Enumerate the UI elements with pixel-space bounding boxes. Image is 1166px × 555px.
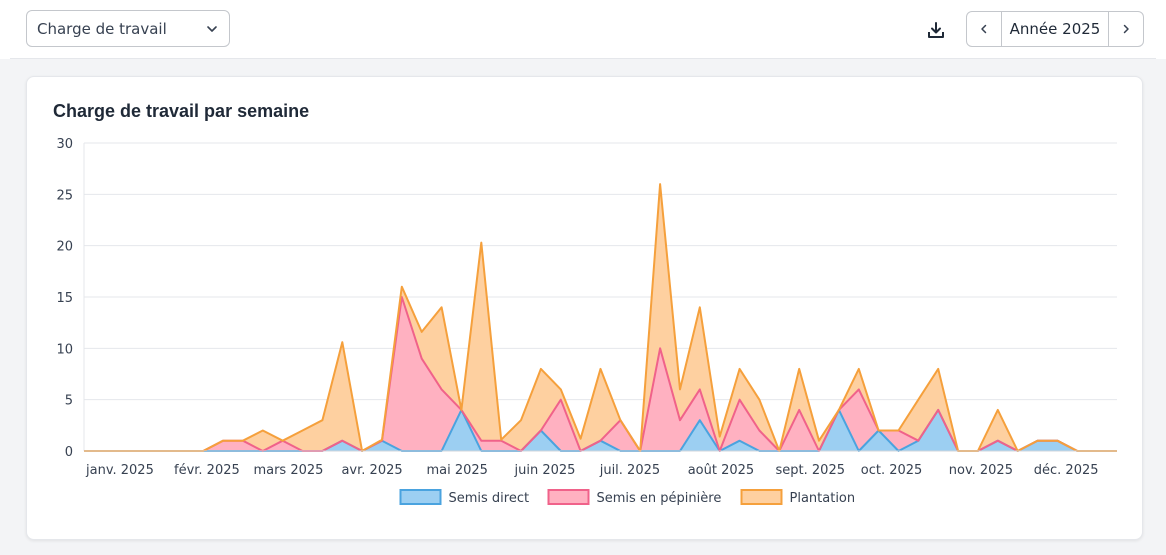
y-tick-label: 0 xyxy=(65,445,73,460)
legend-label-0[interactable]: Semis direct xyxy=(449,491,530,506)
chevron-down-icon xyxy=(207,25,217,32)
x-tick-label: juil. 2025 xyxy=(599,463,660,478)
y-tick-label: 25 xyxy=(56,188,73,203)
year-navigator: Année 2025 xyxy=(966,11,1144,47)
series-line-1 xyxy=(84,296,1117,452)
download-button[interactable] xyxy=(922,16,950,44)
chevron-left-icon xyxy=(981,24,987,34)
x-tick-label: mars 2025 xyxy=(253,463,323,478)
chevron-right-icon xyxy=(1123,24,1129,34)
series-area-0 xyxy=(84,409,1117,451)
legend-swatch-0[interactable] xyxy=(399,489,442,505)
series-area-1 xyxy=(84,297,1117,451)
x-tick-label: sept. 2025 xyxy=(776,463,845,478)
y-tick-label: 15 xyxy=(56,291,73,306)
x-tick-label: déc. 2025 xyxy=(1034,463,1099,478)
chart-card: Charge de travail par semaine 0 5 10 15 20 25… xyxy=(26,76,1143,540)
workload-area-chart: 0 5 10 15 20 25 30 janv. 2025 févr. 2025 mars 202… xyxy=(56,137,1117,506)
x-tick-label: mai 2025 xyxy=(426,463,487,478)
next-year-button[interactable] xyxy=(1108,12,1143,46)
series-line-2 xyxy=(84,183,1117,452)
legend-swatch-2[interactable] xyxy=(740,489,783,505)
previous-year-button[interactable] xyxy=(967,12,1002,46)
chart-title: Charge de travail par semaine xyxy=(53,101,310,121)
x-tick-label: août 2025 xyxy=(688,463,754,478)
download-icon xyxy=(928,22,944,38)
series-area-2 xyxy=(84,184,1117,451)
toolbar-divider xyxy=(10,58,1156,59)
x-tick-label: févr. 2025 xyxy=(174,463,240,478)
top-toolbar: Charge de travail Année 2025 xyxy=(0,0,1166,59)
legend-label-2[interactable]: Plantation xyxy=(790,491,856,506)
x-tick-label: avr. 2025 xyxy=(341,463,402,478)
y-tick-label: 10 xyxy=(56,342,73,357)
x-tick-label: janv. 2025 xyxy=(85,463,154,478)
metric-select-value: Charge de travail xyxy=(37,19,167,38)
y-tick-label: 20 xyxy=(56,240,73,255)
y-tick-label: 5 xyxy=(65,394,73,409)
x-tick-label: juin 2025 xyxy=(513,463,575,478)
legend-label-1[interactable]: Semis en pépinière xyxy=(597,491,722,506)
year-label: Année 2025 xyxy=(1009,20,1101,38)
x-tick-label: oct. 2025 xyxy=(861,463,923,478)
x-tick-label: nov. 2025 xyxy=(949,463,1013,478)
legend-swatch-1[interactable] xyxy=(547,489,590,505)
metric-select[interactable]: Charge de travail xyxy=(26,10,230,47)
y-tick-label: 30 xyxy=(56,137,73,152)
